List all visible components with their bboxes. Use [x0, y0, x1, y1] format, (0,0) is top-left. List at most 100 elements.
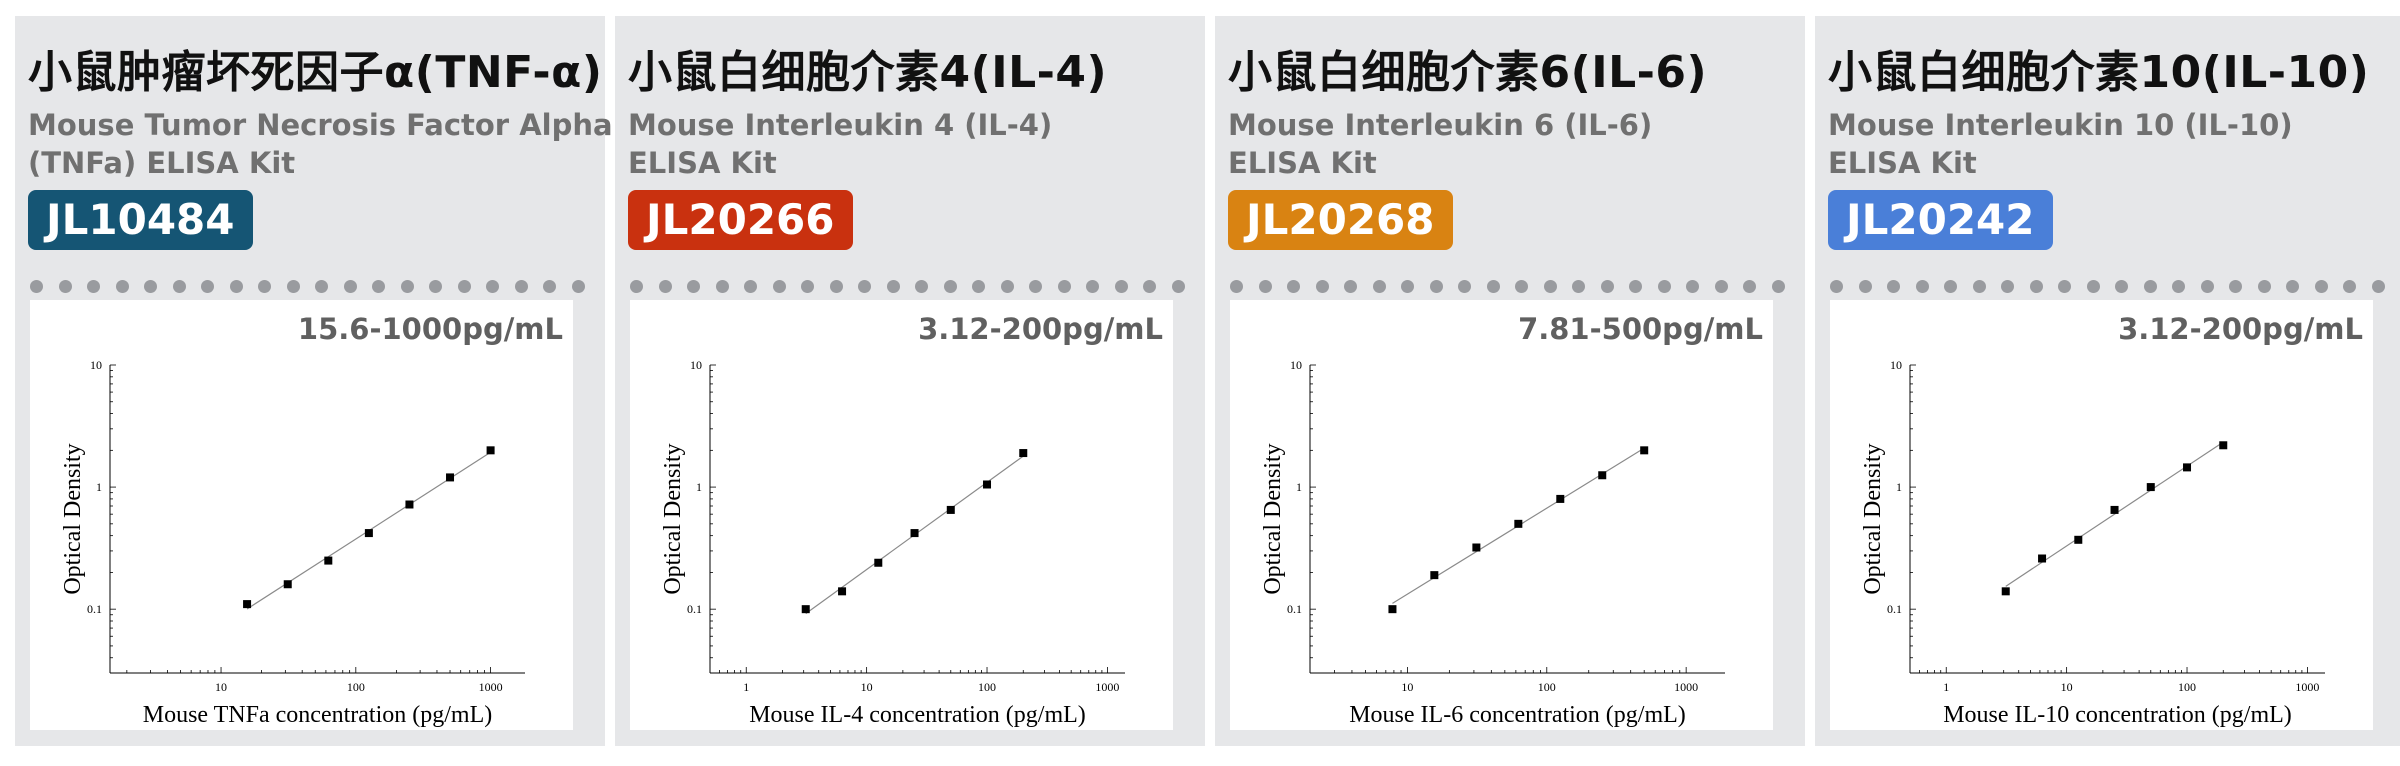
divider-dot	[1458, 280, 1471, 293]
divider-dot	[1972, 280, 1986, 293]
x-tick-label: 100	[347, 680, 365, 694]
divider-dot	[1543, 280, 1557, 293]
x-tick-label: 10	[1401, 680, 1413, 694]
product-subtitle-line: Mouse Tumor Necrosis Factor Alpha	[28, 108, 613, 142]
product-title: 小鼠白细胞介素6(IL-6)	[1228, 47, 1708, 98]
y-axis-label: Optical Density	[60, 443, 86, 594]
divider-dot	[1887, 280, 1900, 293]
divider-dot	[1171, 280, 1185, 293]
data-point	[2038, 554, 2047, 563]
dotted-divider	[1830, 276, 2390, 296]
y-tick-label: 1	[1896, 480, 1902, 494]
divider-dot	[1600, 280, 1614, 293]
data-point	[283, 580, 292, 589]
product-panel: 小鼠白细胞介素4(IL-4) Mouse Interleukin 4 (IL-4)…	[615, 16, 1205, 746]
data-point	[1019, 449, 1028, 458]
divider-dot	[1230, 280, 1243, 293]
divider-dot	[1401, 280, 1414, 293]
detection-range: 7.81-500pg/mL	[1518, 312, 1763, 346]
divider-dot	[2172, 280, 2185, 293]
divider-dot	[1486, 280, 1500, 293]
x-tick-label: 100	[1538, 680, 1556, 694]
divider-dot	[1743, 280, 1756, 293]
data-point	[2146, 483, 2155, 492]
data-point	[2110, 505, 2119, 514]
divider-dot	[571, 280, 585, 293]
data-point	[910, 529, 919, 538]
standard-curve-chart: 0.1 1 10 10 100 1000 Mouse TNFa concentration …	[60, 358, 525, 728]
divider-dot	[1086, 280, 1099, 293]
divider-dot	[1771, 280, 1785, 293]
divider-dot	[772, 280, 786, 293]
divider-dot	[1057, 280, 1071, 293]
divider-dot	[1572, 280, 1585, 293]
data-point	[2074, 535, 2083, 544]
divider-dot	[2115, 280, 2128, 293]
divider-dot	[457, 280, 471, 293]
y-tick-label: 10	[90, 358, 102, 372]
y-tick-label: 1	[96, 480, 102, 494]
divider-dot	[2286, 280, 2299, 293]
divider-dot	[886, 280, 900, 293]
divider-dot	[943, 280, 957, 293]
catalog-number-badge: JL20242	[1828, 190, 2053, 250]
divider-dot	[1515, 280, 1528, 293]
dotted-divider	[1230, 276, 1790, 296]
y-axis-label: Optical Density	[1860, 443, 1886, 594]
divider-dot	[858, 280, 871, 293]
divider-dot	[229, 280, 243, 293]
x-tick-label: 1000	[1095, 680, 1119, 694]
data-point	[838, 587, 847, 596]
standard-curve-card: 3.12-200pg/mL 0.1 1 10 1 10 100 1000 Mouse IL-10…	[1830, 300, 2373, 730]
catalog-number-badge: JL20268	[1228, 190, 1453, 250]
divider-dot	[1287, 280, 1300, 293]
divider-dot	[801, 280, 814, 293]
divider-dot	[744, 280, 757, 293]
divider-dot	[2343, 280, 2356, 293]
data-point	[324, 556, 333, 565]
data-point	[1430, 571, 1439, 580]
divider-dot	[1114, 280, 1128, 293]
x-tick-label: 10	[215, 680, 227, 694]
catalog-number-badge: JL20266	[628, 190, 853, 250]
divider-dot	[87, 280, 100, 293]
x-tick-label: 1	[743, 680, 749, 694]
data-point	[983, 480, 992, 489]
divider-dot	[2200, 280, 2214, 293]
divider-dot	[1830, 280, 1843, 293]
y-tick-label: 1	[1296, 480, 1302, 494]
x-tick-label: 10	[2061, 680, 2073, 694]
divider-dot	[1858, 280, 1872, 293]
divider-dot	[486, 280, 499, 293]
divider-dot	[630, 280, 643, 293]
y-tick-label: 0.1	[1287, 602, 1302, 616]
x-tick-label: 100	[2178, 680, 2196, 694]
product-title: 小鼠白细胞介素4(IL-4)	[628, 47, 1108, 98]
product-subtitle-line: Mouse Interleukin 10 (IL-10)	[1828, 108, 2293, 142]
divider-dot	[1629, 280, 1642, 293]
divider-dot	[2029, 280, 2043, 293]
data-point	[1640, 446, 1649, 455]
divider-dot	[915, 280, 928, 293]
data-point	[2219, 441, 2228, 450]
data-point	[243, 600, 252, 609]
product-subtitle-line: Mouse Interleukin 6 (IL-6)	[1228, 108, 1653, 142]
product-subtitle-line: (TNFa) ELISA Kit	[28, 146, 296, 180]
y-tick-label: 1	[696, 480, 702, 494]
divider-dot	[258, 280, 271, 293]
y-tick-label: 0.1	[87, 602, 102, 616]
standard-curve-card: 3.12-200pg/mL 0.1 1 10 1 10 100 1000 Mouse IL-4 …	[630, 300, 1173, 730]
divider-dot	[2001, 280, 2014, 293]
divider-dot	[715, 280, 729, 293]
x-tick-label: 1000	[479, 680, 503, 694]
detection-range: 15.6-1000pg/mL	[297, 312, 563, 346]
divider-dot	[30, 280, 43, 293]
divider-dot	[514, 280, 528, 293]
data-point	[405, 500, 414, 509]
divider-dot	[58, 280, 72, 293]
divider-dot	[2143, 280, 2157, 293]
divider-dot	[2257, 280, 2271, 293]
divider-dot	[1915, 280, 1929, 293]
dotted-divider	[30, 276, 590, 296]
